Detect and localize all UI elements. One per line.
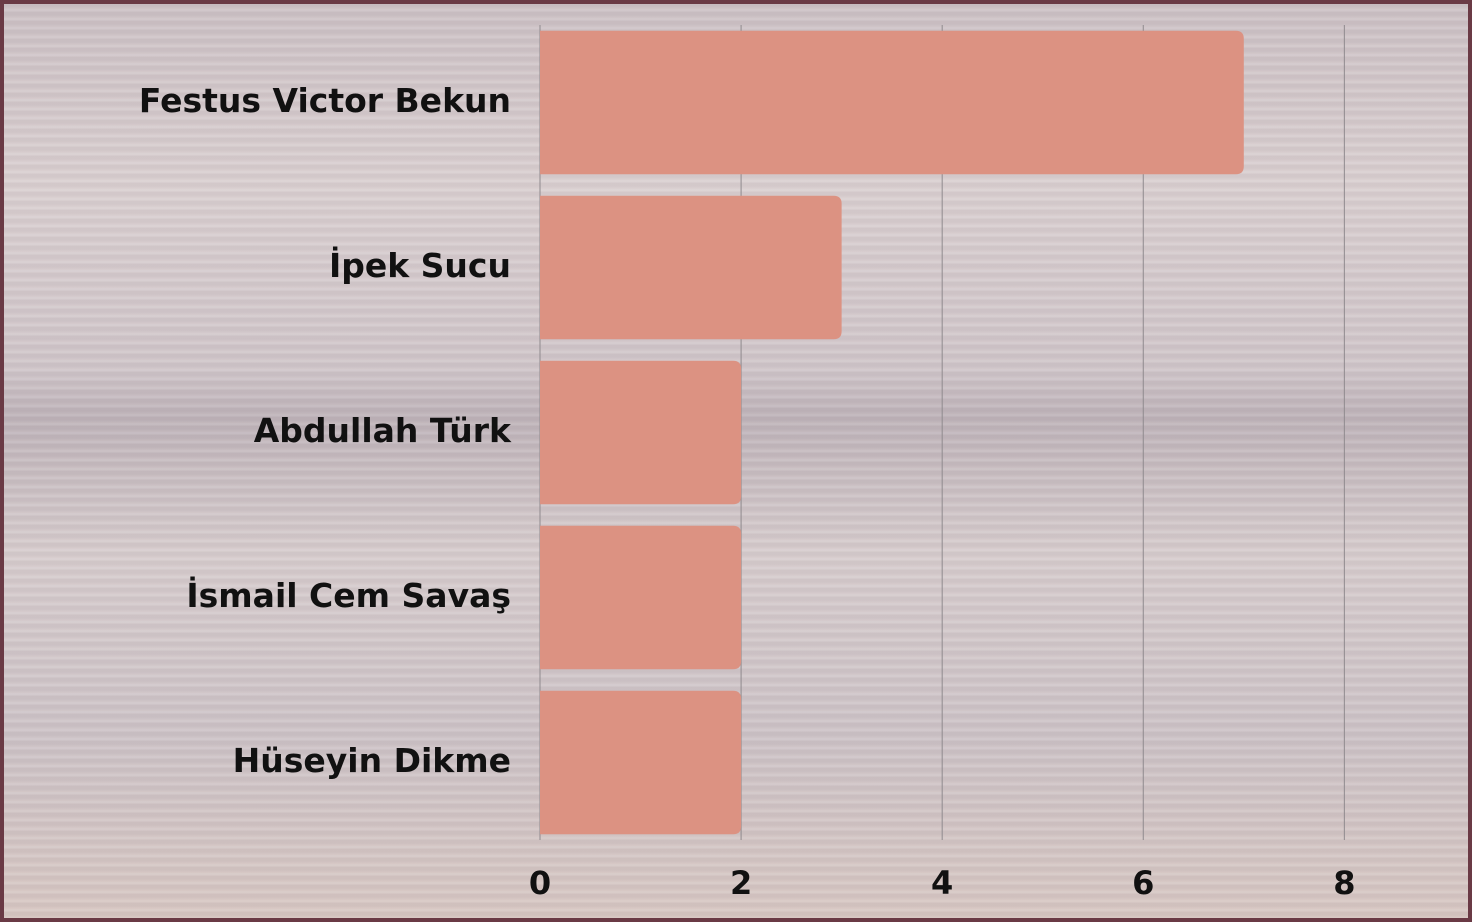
bar <box>540 361 741 505</box>
x-tick-label: 8 <box>1333 864 1355 902</box>
x-tick-label: 2 <box>730 864 752 902</box>
bar <box>540 196 842 340</box>
y-tick-label: Hüseyin Dikme <box>233 741 511 780</box>
x-tick-label: 0 <box>529 864 551 902</box>
y-tick-label: Festus Victor Bekun <box>139 81 511 120</box>
bar <box>540 526 741 670</box>
x-tick-label: 4 <box>931 864 953 902</box>
bar <box>540 691 741 835</box>
chart: 0 2 4 6 8 Festus Victor Bekun İpek Sucu Abdulla… <box>0 0 1472 922</box>
y-tick-label: İpek Sucu <box>329 245 511 285</box>
y-tick-label: Abdullah Türk <box>254 411 512 450</box>
y-tick-label: İsmail Cem Savaş <box>186 575 511 615</box>
bar <box>540 31 1244 175</box>
x-tick-label: 6 <box>1132 864 1154 902</box>
page: 0 2 4 6 8 Festus Victor Bekun İpek Sucu Abdulla… <box>0 0 1472 922</box>
